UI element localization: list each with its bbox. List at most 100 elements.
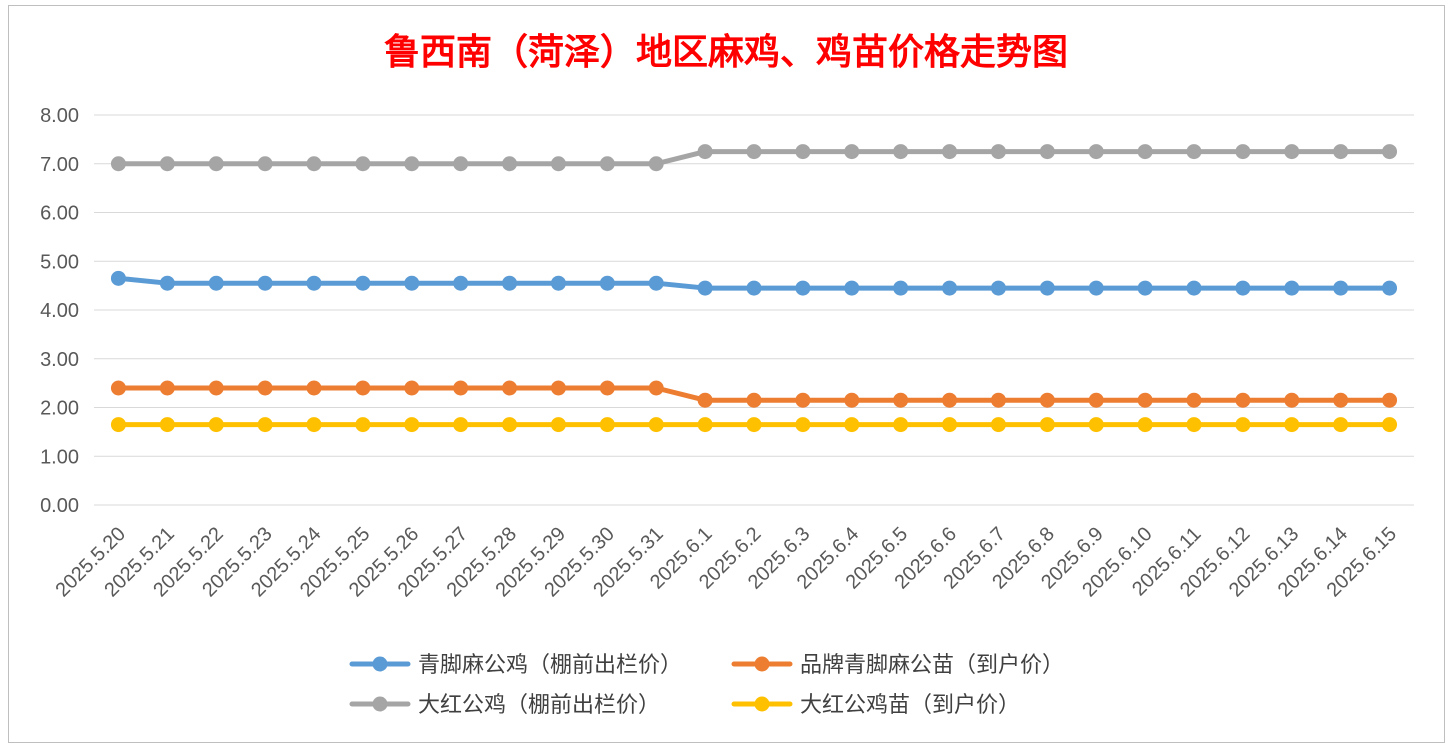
data-point: [893, 144, 909, 160]
data-point: [1088, 280, 1104, 296]
y-tick-label: 3.00: [40, 349, 79, 371]
data-point: [990, 417, 1006, 433]
data-point: [404, 156, 420, 172]
data-point: [942, 392, 958, 408]
data-point: [1088, 392, 1104, 408]
data-point: [893, 417, 909, 433]
data-point: [1186, 417, 1202, 433]
data-point: [404, 275, 420, 291]
y-tick-label: 2.00: [40, 398, 79, 420]
data-point: [257, 380, 273, 396]
legend-swatch-marker: [372, 696, 388, 712]
data-point: [502, 156, 518, 172]
data-point: [697, 144, 713, 160]
data-point: [110, 417, 126, 433]
data-point: [208, 417, 224, 433]
data-point: [208, 275, 224, 291]
data-point: [1382, 280, 1398, 296]
data-point: [1284, 417, 1300, 433]
data-point: [550, 417, 566, 433]
data-point: [1137, 144, 1153, 160]
chart-title: 鲁西南（菏泽）地区麻鸡、鸡苗价格走势图: [384, 31, 1068, 73]
data-point: [355, 275, 371, 291]
data-point: [795, 417, 811, 433]
data-point: [502, 275, 518, 291]
data-point: [599, 275, 615, 291]
data-point: [306, 156, 322, 172]
legend-label: 青脚麻公鸡（棚前出栏价）: [418, 653, 682, 678]
data-point: [942, 280, 958, 296]
series-1: [110, 270, 1398, 296]
data-point: [893, 280, 909, 296]
series-2: [110, 380, 1398, 408]
data-point: [599, 156, 615, 172]
data-point: [1137, 392, 1153, 408]
data-point: [355, 156, 371, 172]
legend-label: 大红公鸡（棚前出栏价）: [418, 693, 660, 718]
data-point: [1333, 417, 1349, 433]
y-tick-label: 7.00: [40, 154, 79, 176]
data-point: [550, 156, 566, 172]
data-point: [1186, 280, 1202, 296]
data-point: [942, 417, 958, 433]
data-point: [404, 380, 420, 396]
data-point: [1039, 417, 1055, 433]
legend-swatch-marker: [754, 696, 770, 712]
data-point: [697, 392, 713, 408]
data-point: [110, 270, 126, 286]
data-point: [1382, 417, 1398, 433]
y-tick-label: 5.00: [40, 251, 79, 273]
data-point: [502, 380, 518, 396]
data-point: [550, 275, 566, 291]
data-point: [648, 380, 664, 396]
data-point: [306, 380, 322, 396]
data-point: [1333, 392, 1349, 408]
data-point: [159, 417, 175, 433]
legend-item: 大红公鸡（棚前出栏价）: [349, 693, 660, 718]
data-point: [990, 392, 1006, 408]
data-point: [1284, 280, 1300, 296]
y-tick-label: 4.00: [40, 300, 79, 322]
data-point: [502, 417, 518, 433]
data-point: [453, 380, 469, 396]
data-point: [159, 275, 175, 291]
data-point: [404, 417, 420, 433]
data-point: [795, 280, 811, 296]
data-point: [844, 392, 860, 408]
legend-label: 品牌青脚麻公苗（到户价）: [800, 653, 1064, 678]
data-point: [1382, 392, 1398, 408]
legend-label: 大红公鸡苗（到户价）: [800, 693, 1020, 718]
legend-item: 品牌青脚麻公苗（到户价）: [731, 653, 1064, 678]
data-point: [159, 156, 175, 172]
legend: 青脚麻公鸡（棚前出栏价） 品牌青脚麻公苗（到户价） 大红公鸡（棚前出栏价） 大红公鸡苗…: [349, 653, 1064, 718]
data-point: [550, 380, 566, 396]
y-tick-label: 8.00: [40, 105, 79, 127]
data-point: [697, 417, 713, 433]
data-point: [1186, 392, 1202, 408]
data-point: [990, 144, 1006, 160]
data-point: [453, 417, 469, 433]
data-point: [648, 417, 664, 433]
y-axis-ticks: 0.00 1.00 2.00 3.00 4.00 5.00 6.00 7.00 8.00: [40, 105, 79, 517]
data-point: [1088, 144, 1104, 160]
y-tick-label: 0.00: [40, 495, 79, 517]
data-point: [257, 156, 273, 172]
data-point: [355, 380, 371, 396]
series-4: [110, 417, 1398, 433]
series-3: [110, 144, 1398, 172]
data-point: [1235, 417, 1251, 433]
data-point: [697, 280, 713, 296]
data-point: [893, 392, 909, 408]
data-point: [1039, 144, 1055, 160]
data-point: [1039, 392, 1055, 408]
data-point: [746, 280, 762, 296]
data-point: [1284, 144, 1300, 160]
legend-swatch-marker: [372, 656, 388, 672]
data-point: [746, 392, 762, 408]
data-point: [795, 392, 811, 408]
data-point: [1235, 280, 1251, 296]
data-point: [453, 156, 469, 172]
data-point: [208, 156, 224, 172]
